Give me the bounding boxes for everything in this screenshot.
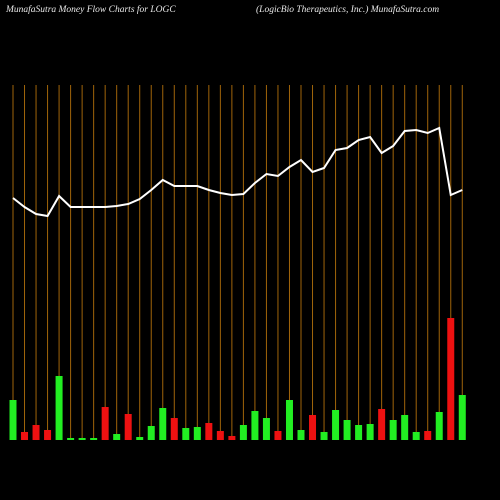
bar xyxy=(239,425,247,440)
chart-title: MunafaSutra Money Flow Charts for LOGC xyxy=(5,4,176,15)
bar xyxy=(401,415,409,440)
bar xyxy=(205,423,213,440)
bar xyxy=(193,427,201,440)
line xyxy=(12,126,463,218)
bar xyxy=(378,409,386,440)
bar xyxy=(366,424,374,440)
chart-subtitle: (LogicBio Therapeutics, Inc.) MunafaSutr… xyxy=(256,4,439,15)
bar xyxy=(343,420,351,440)
bar xyxy=(447,318,455,440)
bar xyxy=(297,430,305,440)
bar xyxy=(136,437,144,440)
bar xyxy=(412,432,420,440)
bar xyxy=(159,408,167,440)
bar xyxy=(21,432,29,440)
bar xyxy=(389,420,397,440)
bar xyxy=(124,414,132,440)
bar xyxy=(262,418,270,440)
bar xyxy=(274,431,282,440)
bar xyxy=(182,428,190,440)
bar xyxy=(332,410,340,440)
bar xyxy=(435,412,443,440)
bar xyxy=(285,400,293,440)
bar xyxy=(309,415,317,440)
bar xyxy=(320,432,328,440)
bar xyxy=(9,400,17,440)
bar xyxy=(355,425,363,440)
bar xyxy=(78,438,86,440)
bar xyxy=(216,431,224,440)
bar xyxy=(90,438,98,440)
bar xyxy=(44,430,52,440)
bar xyxy=(67,438,75,440)
bar xyxy=(147,426,155,440)
bar xyxy=(170,418,178,440)
bar xyxy=(424,431,432,440)
bar xyxy=(113,434,121,440)
bar xyxy=(458,395,466,440)
bar xyxy=(32,425,40,440)
bar xyxy=(251,411,259,440)
bar xyxy=(55,376,63,440)
bar xyxy=(101,407,109,440)
bar xyxy=(228,436,236,440)
